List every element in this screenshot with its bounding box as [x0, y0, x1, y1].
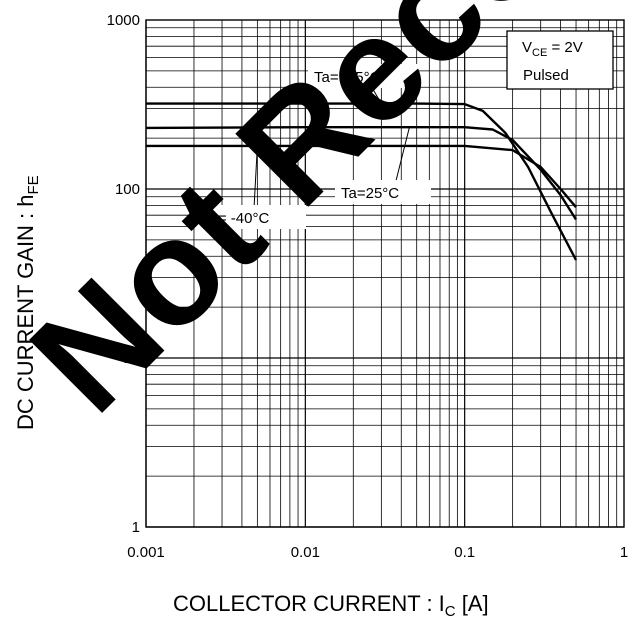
series-line-2: [146, 144, 577, 208]
annotation-label: Ta=25°C: [341, 185, 399, 202]
x-tick-label: 0.1: [454, 544, 475, 561]
annotations: Ta=125°C Ta=25°C Ta= -40°C: [196, 64, 431, 229]
x-tick-label: 1: [620, 544, 628, 561]
x-axis-title: COLLECTOR CURRENT : IC [A]: [173, 591, 489, 620]
x-tick-label: 0.001: [127, 544, 165, 561]
conditions-box-frame: [506, 30, 614, 90]
y-axis-title-sub: FE: [25, 175, 42, 194]
annotation-leader: [371, 87, 382, 104]
x-axis-title-main: COLLECTOR CURRENT : I: [173, 591, 445, 616]
y-tick-label: 100: [115, 181, 140, 198]
annotation-leader: [395, 127, 410, 181]
pulsed-label: Pulsed: [523, 67, 569, 84]
annotation-label: Ta=125°C: [314, 69, 381, 86]
x-tick-label: 0.01: [291, 544, 320, 561]
y-tick-label: 1000: [107, 12, 140, 29]
x-axis-title-sub: C: [445, 603, 456, 620]
annotation-bg: [335, 180, 431, 204]
y-tick-label: 1: [132, 519, 140, 536]
annotation-bg: [308, 64, 418, 88]
tick-labels: 0.001 0.01 0.1 1 1 10 100 1000: [107, 12, 629, 561]
vce-symbol: V: [522, 39, 532, 56]
plot-frame: [145, 19, 625, 528]
x-axis-title-tail: [A]: [456, 591, 489, 616]
vce-value: = 2V: [547, 39, 582, 56]
conditions-box: VCE = 2V Pulsed: [506, 30, 614, 90]
annotation-bg: [196, 205, 306, 229]
y-axis-title-main: DC CURRENT GAIN : h: [13, 194, 38, 430]
annotation-label: Ta= -40°C: [202, 210, 269, 227]
series-line-0: [146, 102, 578, 261]
vce-condition: VCE = 2V: [522, 39, 583, 59]
series-lines: [145, 102, 578, 261]
series-line-1: [145, 125, 578, 221]
y-tick-label: 10: [123, 350, 140, 367]
annotation-leader: [253, 145, 258, 206]
y-axis-title: DC CURRENT GAIN : hFE: [13, 175, 42, 430]
vce-subscript: CE: [532, 47, 547, 59]
